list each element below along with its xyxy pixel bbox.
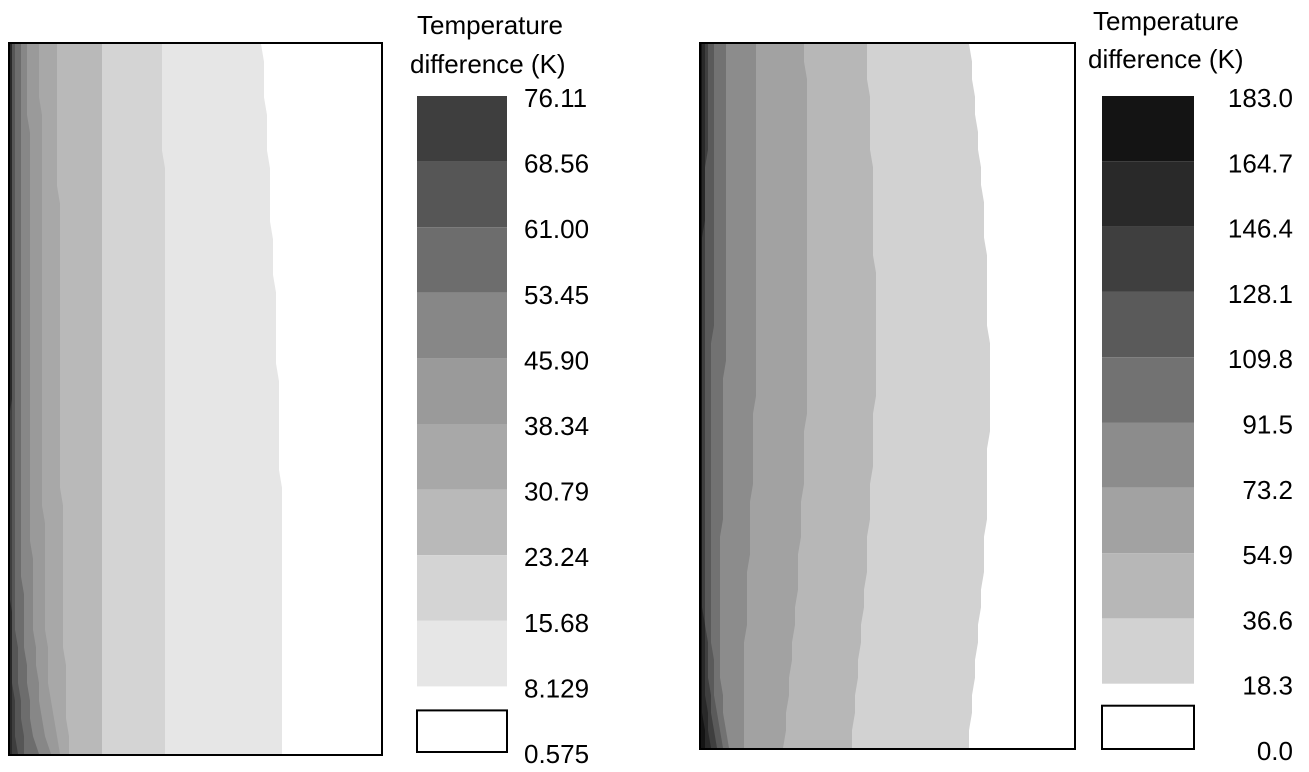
colorbar-left-swatch <box>417 489 507 556</box>
colorbar-right-swatch <box>1102 161 1194 227</box>
legend-left: Temperature difference (K) 76.11 68.56 61.… <box>410 10 589 769</box>
contour-right-band-6 <box>701 44 723 748</box>
contour-bands-right <box>701 44 1074 748</box>
plot-frame-right <box>699 42 1076 750</box>
contour-right-band-8 <box>701 44 711 748</box>
contour-left-band-8 <box>10 44 24 754</box>
colorbar-left-swatch <box>417 292 507 359</box>
legend-title-line2-right: difference (K) <box>1088 44 1244 74</box>
contour-left-band-7 <box>10 44 39 754</box>
colorbar-right-tick-label: 91.5 <box>1242 410 1293 440</box>
contour-bands-left <box>9 44 381 754</box>
plot-frame-left <box>8 42 383 756</box>
colorbar-tick-labels-right: 183.0 164.7 146.4 128.1 109.8 91.5 73.2 54.9 36.… <box>1228 83 1293 766</box>
colorbar-right-swatch <box>1102 226 1194 292</box>
colorbar-left-tick-label: 53.45 <box>524 280 589 310</box>
colorbar-left-swatch <box>417 424 507 490</box>
colorbar-right-tick-label: 109.8 <box>1228 344 1293 374</box>
colorbar-left-tick-label: 8.129 <box>524 673 589 703</box>
colorbar-left-tick-label: 23.24 <box>524 542 589 572</box>
colorbar-tick-labels-left: 76.11 68.56 61.00 53.45 45.90 38.34 30.79 23.24… <box>524 83 589 769</box>
colorbar-left-swatch <box>417 620 507 687</box>
colorbar-right-swatch <box>1102 96 1194 162</box>
colorbar-right <box>1101 96 1195 751</box>
colorbar-right-tick-label: 146.4 <box>1228 214 1293 244</box>
legend-title-line2-left: difference (K) <box>410 49 566 79</box>
colorbar-right-swatch <box>1101 704 1195 751</box>
colorbar-right-swatch <box>1102 291 1194 358</box>
colorbar-left-swatch <box>417 161 507 228</box>
contour-right-band-9 <box>701 44 705 748</box>
colorbar-right-swatch <box>1102 487 1194 554</box>
colorbar-right-tick-label: 164.7 <box>1228 148 1293 178</box>
colorbar-left-tick-label: 68.56 <box>524 149 589 179</box>
colorbar-right-tick-label: 183.0 <box>1228 83 1293 113</box>
colorbar-left-swatch <box>417 555 507 621</box>
colorbar-left-tick-label: 30.79 <box>524 477 589 507</box>
colorbar-left-tick-label: 0.575 <box>524 739 589 769</box>
legend-right: Temperature difference (K) 183.0 164.7 146… <box>1088 6 1293 766</box>
colorbar-left-swatch <box>416 709 508 754</box>
colorbar-right-tick-label: 54.9 <box>1242 540 1293 570</box>
contour-plot-right <box>699 42 1076 750</box>
colorbar-left-swatch <box>417 227 507 293</box>
contour-plot-left <box>8 42 383 756</box>
colorbar-right-tick-label: 0.0 <box>1257 736 1293 766</box>
legend-title-line1-left: Temperature <box>417 10 563 40</box>
legend-title-line1-right: Temperature <box>1093 6 1239 36</box>
colorbar-left <box>416 96 508 754</box>
colorbar-left-tick-label: 61.00 <box>524 214 589 244</box>
colorbar-left-swatch <box>417 358 507 424</box>
colorbar-right-tick-label: 73.2 <box>1242 475 1293 505</box>
colorbar-right-swatch <box>1102 422 1194 488</box>
colorbar-right-tick-label: 18.3 <box>1242 671 1293 701</box>
colorbar-right-tick-label: 128.1 <box>1228 279 1293 309</box>
colorbar-right-swatch <box>1102 357 1194 423</box>
colorbar-right-swatch <box>1102 618 1194 684</box>
colorbar-left-tick-label: 45.90 <box>524 345 589 375</box>
colorbar-left-tick-label: 15.68 <box>524 608 589 638</box>
colorbar-right-tick-label: 36.6 <box>1242 605 1293 635</box>
colorbar-left-swatch <box>417 96 507 162</box>
colorbar-right-swatch <box>1102 553 1194 619</box>
colorbar-left-tick-label: 38.34 <box>524 411 589 441</box>
colorbar-left-tick-label: 76.11 <box>524 83 587 113</box>
